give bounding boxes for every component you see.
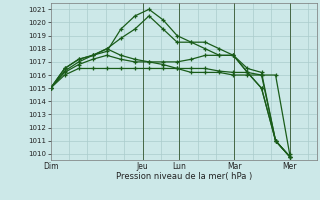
X-axis label: Pression niveau de la mer( hPa ): Pression niveau de la mer( hPa ) [116,172,252,181]
